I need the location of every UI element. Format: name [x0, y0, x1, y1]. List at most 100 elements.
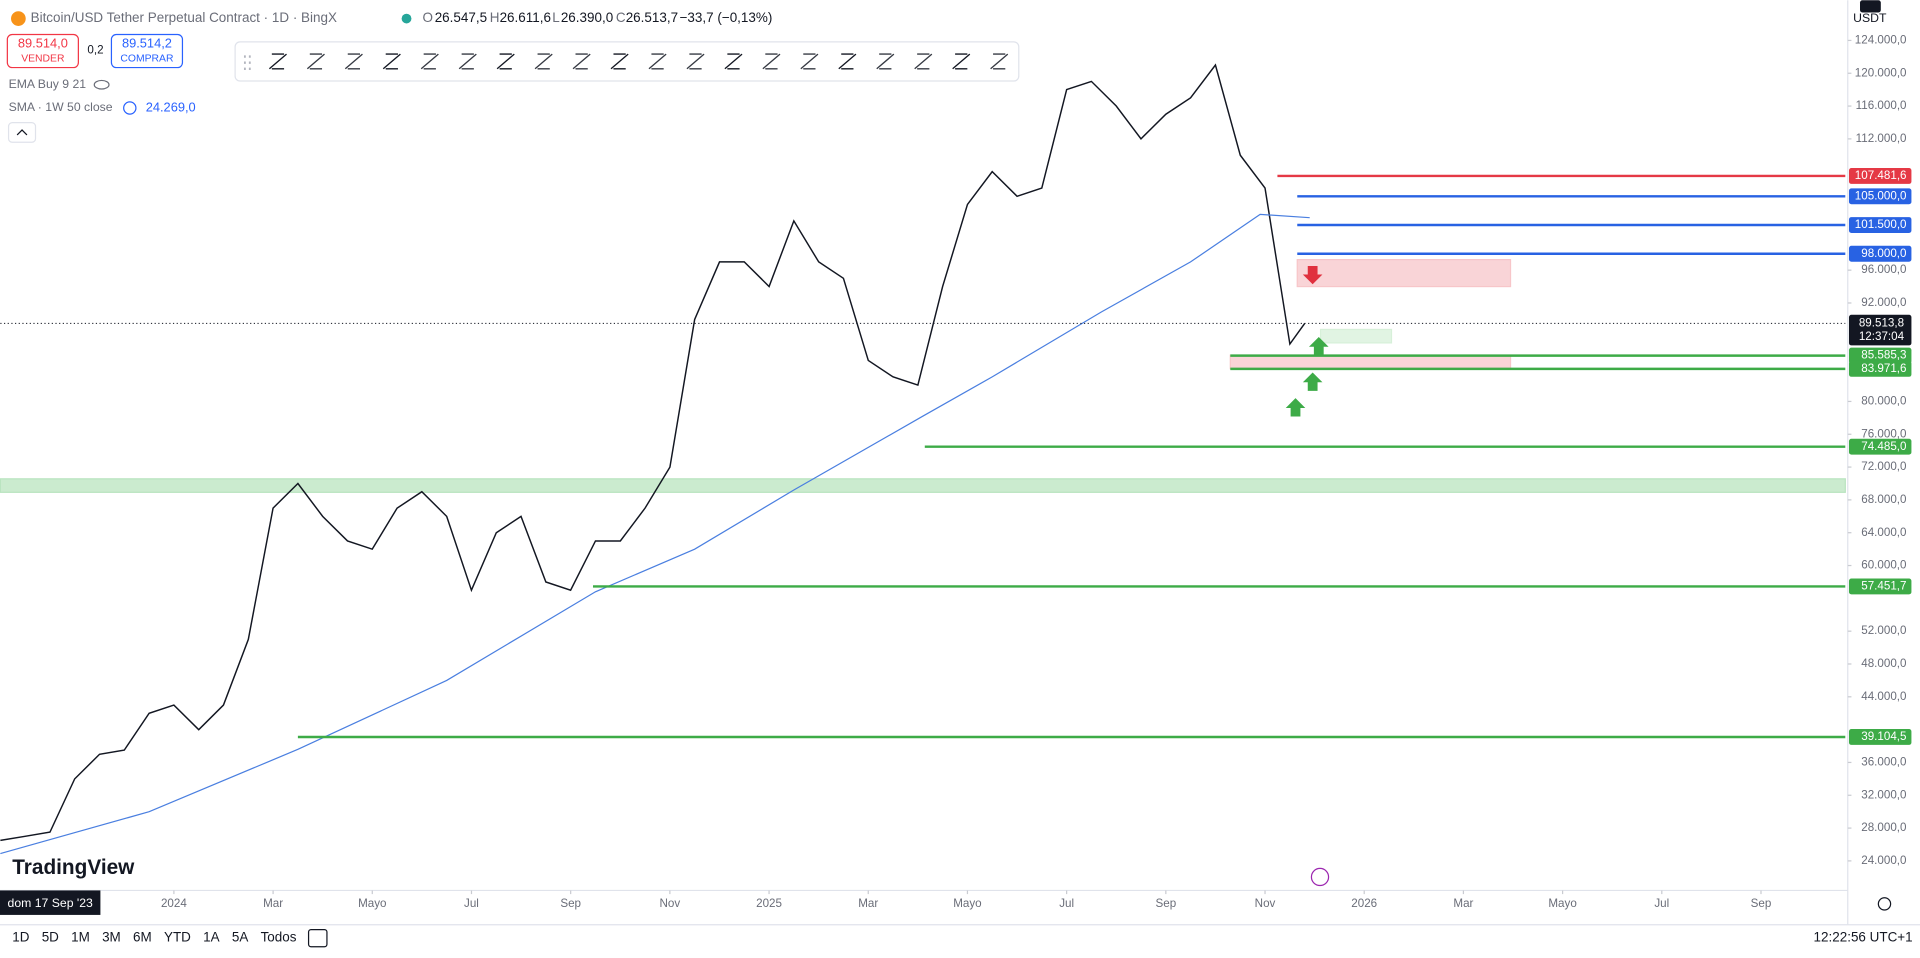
- y-tick-label: 76.000,0: [1861, 427, 1907, 440]
- range-button[interactable]: 1D: [12, 930, 29, 945]
- plot-area: [0, 63, 1846, 855]
- x-tick-label: Nov: [1255, 897, 1276, 910]
- event-icon[interactable]: [1310, 867, 1330, 887]
- symbol[interactable]: Bitcoin/USD Tether Perpetual Contract · …: [31, 10, 337, 25]
- level-label: 98.000,0: [1861, 247, 1907, 260]
- x-tick-label: 2025: [756, 897, 782, 910]
- y-tick-label: 28.000,0: [1861, 821, 1907, 834]
- tool-icon: [838, 53, 857, 70]
- y-tick-label: 64.000,0: [1861, 526, 1907, 539]
- level-label: 57.451,7: [1861, 580, 1906, 593]
- x-tick-label: Mar: [858, 897, 878, 910]
- x-tick-label: Mayo: [953, 897, 981, 910]
- buy-button[interactable]: [110, 33, 184, 69]
- sma-icon: [123, 101, 137, 115]
- tool-icon: [534, 53, 553, 70]
- ema-indicator[interactable]: EMA Buy 9 21: [9, 77, 87, 91]
- spread: 0,2: [87, 44, 103, 57]
- tool-icon: [990, 53, 1009, 70]
- tool-icon: [648, 53, 667, 70]
- zone: [1319, 328, 1393, 344]
- x-tick-label: Mar: [263, 897, 283, 910]
- x-tick-label: Jul: [1654, 897, 1669, 910]
- tool-icon: [458, 53, 477, 70]
- x-tick-label: Sep: [560, 897, 581, 910]
- high: 26.611,6: [500, 10, 551, 25]
- tool-icon: [420, 53, 439, 70]
- symbol-icon: [11, 11, 26, 26]
- buy-text: COMPRAR: [120, 54, 174, 65]
- range-button[interactable]: 6M: [133, 930, 152, 945]
- level-label: 107.481,6: [1855, 169, 1907, 182]
- visibility-icon[interactable]: [93, 79, 110, 90]
- legend: Bitcoin/USD Tether Perpetual Contract · …: [6, 10, 772, 143]
- y-tick-label: 68.000,0: [1861, 493, 1907, 506]
- sma-indicator[interactable]: SMA · 1W 50 close: [9, 100, 113, 114]
- currency[interactable]: USDT: [1853, 11, 1887, 25]
- level-badge: [1848, 188, 1912, 205]
- x-tick-label: Sep: [1155, 897, 1176, 910]
- y-tick-label: 120.000,0: [1855, 66, 1907, 79]
- h-label: H: [490, 10, 500, 25]
- arrow-marker: [1308, 336, 1329, 356]
- y-tick-label: 32.000,0: [1861, 788, 1907, 801]
- countdown: 12:37:04: [1859, 330, 1905, 343]
- level-badge: [1848, 438, 1912, 455]
- range-button[interactable]: 1M: [71, 930, 90, 945]
- range-button[interactable]: 5D: [42, 930, 59, 945]
- footer: dom 17 Sep '23 TradingView 12:22:56 UTC+…: [0, 856, 1913, 948]
- collapse-icon: [16, 129, 28, 136]
- y-tick-label: 112.000,0: [1856, 132, 1907, 145]
- y-tick-label: 116.000,0: [1856, 99, 1907, 112]
- tool-icon: [800, 53, 819, 70]
- brand: TradingView: [12, 856, 135, 879]
- tool-icon: [268, 53, 287, 70]
- arrow-marker: [1285, 398, 1306, 417]
- last-price-badge: [1848, 314, 1912, 346]
- y-tick-label: 24.000,0: [1861, 854, 1907, 867]
- settings-icon[interactable]: [1877, 897, 1892, 911]
- x-tick-label: Mar: [1453, 897, 1473, 910]
- tool-icon: [952, 53, 971, 70]
- y-tick-label: 44.000,0: [1861, 690, 1907, 703]
- date-range-icon[interactable]: [307, 929, 328, 948]
- range-button[interactable]: Todos: [261, 930, 297, 945]
- level-label: 83.971,6: [1861, 362, 1906, 375]
- buy-price: 89.514,2: [122, 36, 172, 51]
- tool-icon: [724, 53, 743, 70]
- range-button[interactable]: 3M: [102, 930, 121, 945]
- close: 26.513,7: [626, 10, 678, 25]
- sell-button[interactable]: [6, 33, 79, 69]
- y-tick-label: 52.000,0: [1861, 624, 1907, 637]
- tool-icon: [496, 53, 515, 70]
- open: 26.547,5: [435, 10, 487, 25]
- add-button[interactable]: [1860, 0, 1881, 13]
- collapse-button[interactable]: [7, 122, 37, 143]
- o-label: O: [422, 10, 432, 25]
- level-badge: [1848, 729, 1912, 745]
- arrow-marker: [1302, 265, 1323, 285]
- range-button[interactable]: 1A: [203, 930, 219, 945]
- tool-icon: [914, 53, 933, 70]
- tool-icon: [572, 53, 591, 70]
- x-tick-label: Mayo: [358, 897, 386, 910]
- range-button[interactable]: YTD: [164, 930, 191, 945]
- sell-price: 89.514,0: [18, 36, 68, 51]
- date-badge: [0, 890, 101, 915]
- drawing-toolbar: [234, 41, 1020, 82]
- level-badge: [1848, 245, 1912, 262]
- level-label: 74.485,0: [1861, 440, 1907, 453]
- x-tick-label: Mayo: [1548, 897, 1576, 910]
- c-label: C: [616, 10, 626, 25]
- x-tick-label: Nov: [660, 897, 681, 910]
- sma-line: [0, 213, 1310, 855]
- level-badge: [1848, 578, 1912, 595]
- range-button[interactable]: 5A: [232, 930, 248, 945]
- y-tick-label: 96.000,0: [1861, 263, 1907, 276]
- sell-text: VENDER: [21, 54, 65, 65]
- level-badge: [1848, 347, 1912, 364]
- tool-icon: [306, 53, 325, 70]
- l-label: L: [552, 10, 560, 25]
- level-label: 101.500,0: [1855, 218, 1907, 231]
